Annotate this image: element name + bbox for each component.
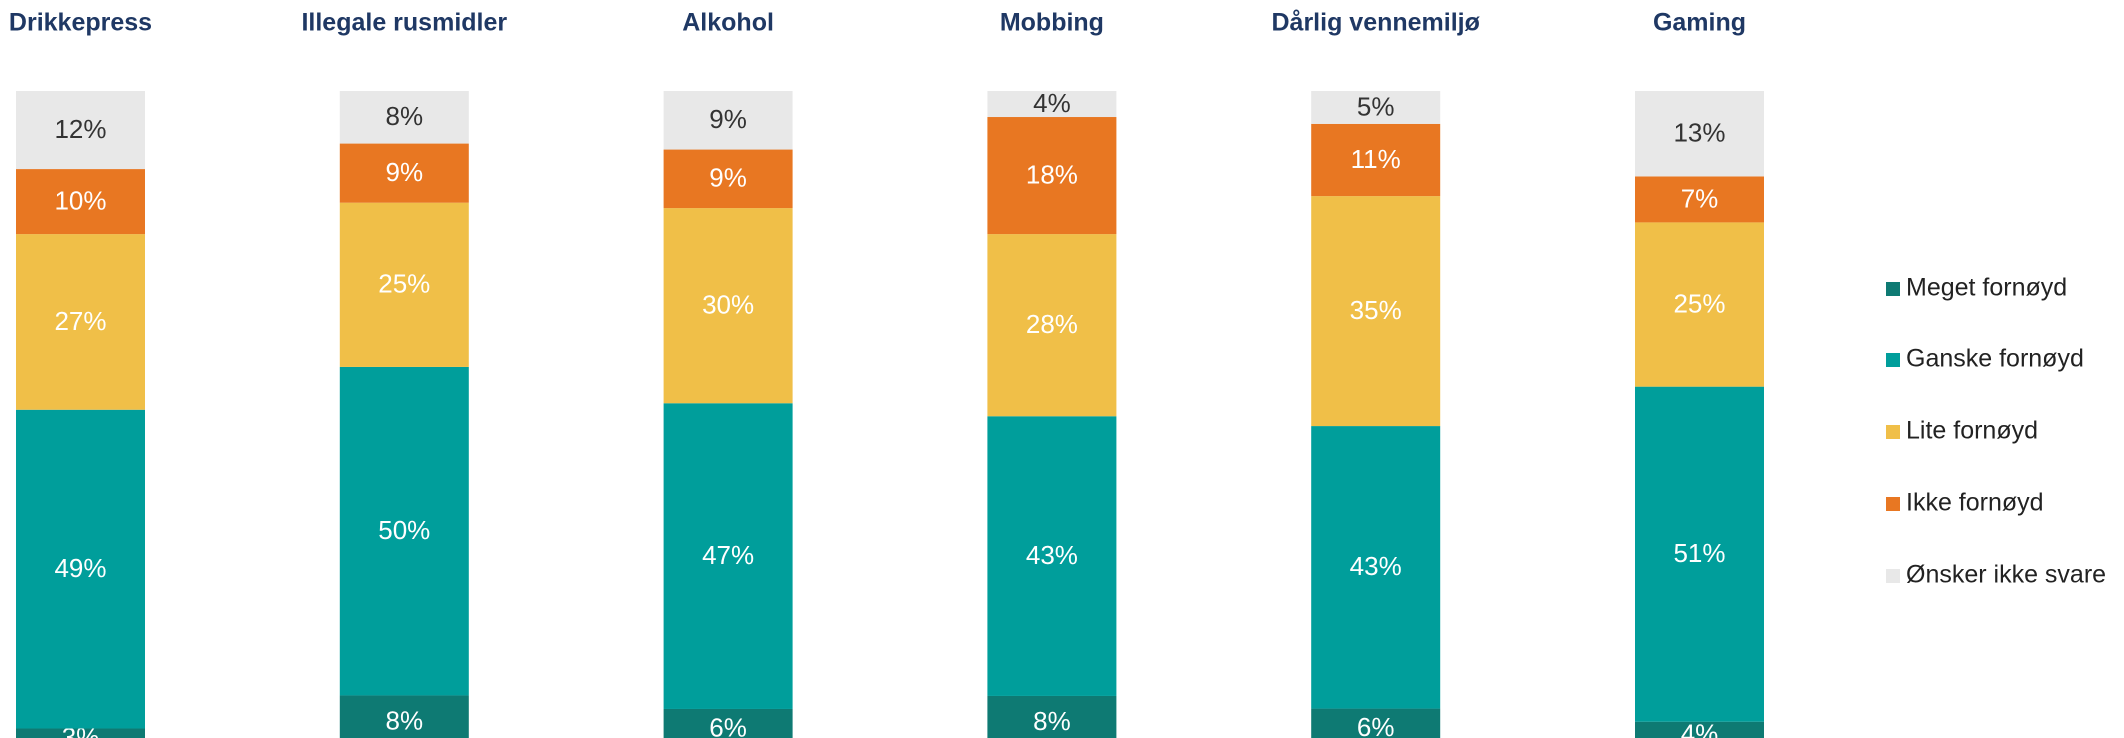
data-label: 4%: [1681, 719, 1719, 738]
chart-title: Gaming: [1653, 9, 1746, 37]
bar-segment: [987, 234, 1117, 417]
bar-segment: [1311, 426, 1441, 709]
legend-label: Ikke fornøyd: [1906, 489, 2044, 517]
data-label: 28%: [1026, 309, 1078, 339]
data-label: 43%: [1350, 551, 1402, 581]
data-label: 47%: [702, 540, 754, 570]
legend-label: Meget fornøyd: [1906, 274, 2067, 302]
data-label: 35%: [1350, 295, 1402, 325]
data-label: 49%: [54, 553, 106, 583]
bar-segment: [1635, 222, 1764, 387]
chart-title: Alkohol: [682, 9, 774, 37]
bar-segment: [663, 149, 793, 209]
bar-segment: [663, 708, 793, 738]
data-label: 25%: [1673, 288, 1725, 318]
data-label: 13%: [1673, 118, 1725, 148]
data-label: 5%: [1357, 91, 1395, 121]
bar-segment: [1311, 123, 1441, 197]
bar-segment: [987, 695, 1117, 738]
data-label: 9%: [709, 163, 747, 193]
bar-segment: [16, 234, 145, 410]
chart-title: Illegale rusmidler: [301, 9, 507, 37]
data-label: 9%: [709, 104, 747, 134]
chart-title: Dårlig vennemiljø: [1272, 9, 1481, 37]
bar-segment: [16, 409, 145, 729]
bar-segment: [339, 91, 469, 144]
data-label: 18%: [1026, 159, 1078, 189]
bar-segment: [1311, 708, 1441, 738]
chart-title: Drikkepress: [9, 9, 152, 37]
data-label: 9%: [386, 157, 424, 187]
data-label: 6%: [1357, 712, 1395, 738]
data-label: 4%: [1033, 88, 1071, 118]
legend-swatch: [1886, 353, 1900, 367]
bar-segment: [339, 143, 469, 203]
data-label: 8%: [1033, 706, 1071, 736]
data-label: 6%: [709, 712, 747, 738]
bar-segment: [1635, 721, 1764, 738]
bar-segment: [1635, 91, 1764, 177]
bar-segment: [663, 208, 793, 404]
bar-segment: [987, 117, 1117, 235]
bar-segment: [663, 91, 793, 150]
data-label: 8%: [386, 101, 424, 131]
legend-swatch: [1886, 497, 1900, 511]
bar-segment: [987, 416, 1117, 696]
bar-segment: [339, 695, 469, 738]
data-label: 7%: [1681, 183, 1719, 213]
legend-label: Ønsker ikke svare: [1906, 561, 2106, 589]
legend-label: Lite fornøyd: [1906, 417, 2038, 445]
legend-swatch: [1886, 569, 1900, 583]
legend-label: Ganske fornøyd: [1906, 345, 2084, 373]
data-label: 25%: [378, 269, 430, 299]
bar-segment: [1635, 176, 1764, 223]
bar-segment: [339, 202, 469, 367]
data-label: 50%: [378, 515, 430, 545]
bar-segment: [16, 91, 145, 170]
bar-segment: [339, 366, 469, 696]
data-label: 43%: [1026, 540, 1078, 570]
chart-title: Mobbing: [1000, 9, 1104, 37]
bar-segment: [1635, 386, 1764, 722]
bar-segment: [987, 91, 1117, 118]
bar-segment: [16, 169, 145, 235]
data-label: 12%: [54, 114, 106, 144]
data-label: 10%: [54, 185, 106, 215]
bar-segment: [1311, 91, 1441, 124]
bar-segment: [16, 728, 145, 738]
data-label: 8%: [386, 706, 424, 736]
data-label: 11%: [1351, 144, 1401, 174]
data-label: 27%: [54, 306, 106, 336]
bar-segment: [663, 403, 793, 709]
data-label: 51%: [1673, 538, 1725, 568]
legend-swatch: [1886, 425, 1900, 439]
data-label: 30%: [702, 290, 754, 320]
legend-swatch: [1886, 282, 1900, 296]
bar-segment: [1311, 196, 1441, 427]
